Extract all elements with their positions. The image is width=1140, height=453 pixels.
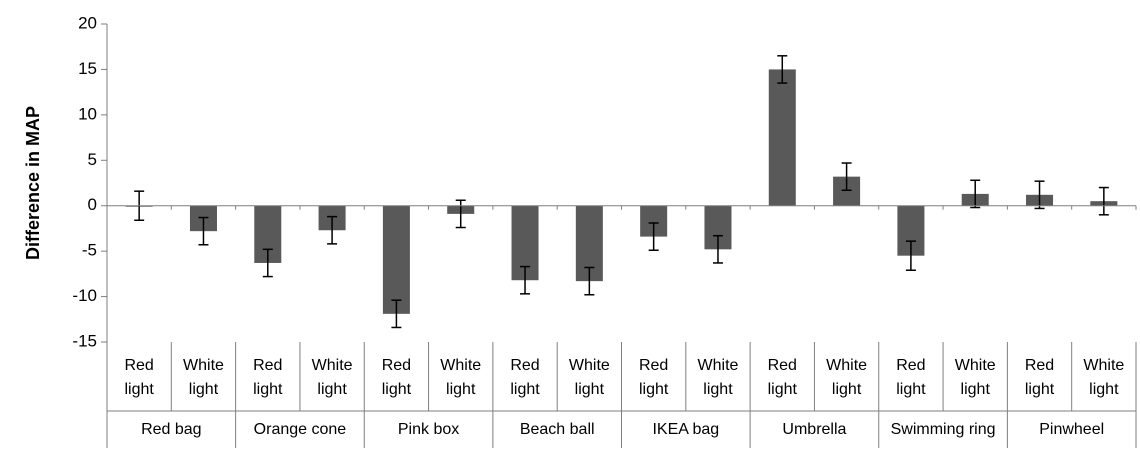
group-label: Beach ball <box>520 421 595 438</box>
condition-label-line1: Red <box>124 357 153 374</box>
condition-label-line1: White <box>698 357 739 374</box>
condition-label-line2: light <box>1089 381 1119 398</box>
condition-label-line2: light <box>639 381 669 398</box>
condition-label-line2: light <box>896 381 926 398</box>
condition-label-line1: Red <box>382 357 411 374</box>
condition-label-line2: light <box>703 381 733 398</box>
condition-label-line2: light <box>832 381 862 398</box>
group-label: Swimming ring <box>891 421 996 438</box>
condition-label-line2: light <box>317 381 347 398</box>
condition-label-line1: White <box>569 357 610 374</box>
y-axis-title: Difference in MAP <box>23 106 43 260</box>
condition-label-line2: light <box>124 381 154 398</box>
bar <box>382 205 410 314</box>
condition-label-line1: Red <box>1025 357 1054 374</box>
y-tick-label: 5 <box>88 150 97 169</box>
condition-label-line1: Red <box>510 357 539 374</box>
condition-label-line2: light <box>510 381 540 398</box>
y-tick-label: 0 <box>88 195 97 214</box>
bar <box>768 69 796 206</box>
group-label: Pinwheel <box>1039 421 1104 438</box>
group-label: Red bag <box>141 421 202 438</box>
condition-label-line2: light <box>768 381 798 398</box>
group-label: IKEA bag <box>652 421 719 438</box>
condition-label-line2: light <box>446 381 476 398</box>
y-tick-label: 20 <box>78 13 97 32</box>
condition-label-line2: light <box>575 381 605 398</box>
condition-label-line1: White <box>440 357 481 374</box>
y-tick-label: 10 <box>78 104 97 123</box>
condition-label-line2: light <box>253 381 283 398</box>
condition-label-line1: White <box>1083 357 1124 374</box>
y-tick-label: -10 <box>72 286 97 305</box>
y-tick-label: -5 <box>82 241 97 260</box>
condition-label-line2: light <box>961 381 991 398</box>
group-label: Umbrella <box>782 421 846 438</box>
condition-label-line2: light <box>382 381 412 398</box>
condition-label-line1: Red <box>253 357 282 374</box>
y-tick-label: 15 <box>78 59 97 78</box>
condition-label-line1: White <box>826 357 867 374</box>
condition-label-line1: White <box>183 357 224 374</box>
condition-label-line1: Red <box>768 357 797 374</box>
condition-label-line1: Red <box>896 357 925 374</box>
condition-label-line2: light <box>189 381 219 398</box>
condition-label-line1: White <box>312 357 353 374</box>
condition-label-line1: Red <box>639 357 668 374</box>
group-label: Orange cone <box>254 421 347 438</box>
condition-label-line2: light <box>1025 381 1055 398</box>
y-tick-label: -15 <box>72 331 97 350</box>
group-label: Pink box <box>398 421 459 438</box>
condition-label-line1: White <box>955 357 996 374</box>
